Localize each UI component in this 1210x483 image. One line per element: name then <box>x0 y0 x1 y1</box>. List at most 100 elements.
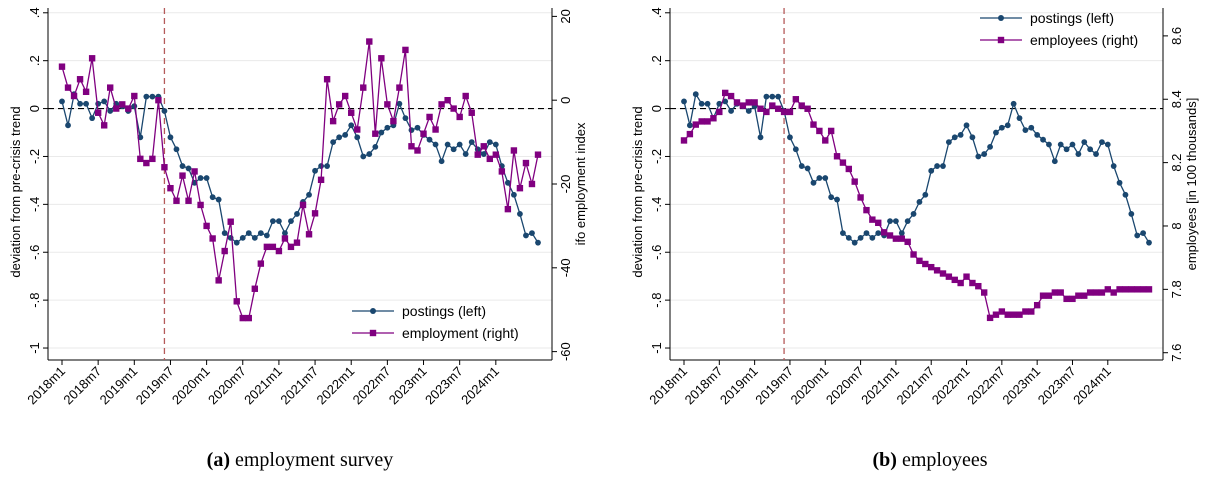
data-point <box>348 109 355 116</box>
data-point <box>816 127 823 135</box>
data-point <box>179 172 186 179</box>
y-left-tick-label: -.2 <box>649 149 664 164</box>
y-right-tick-label: -40 <box>558 258 573 277</box>
y-right-tick-label: 20 <box>558 9 573 23</box>
data-point <box>792 96 800 103</box>
data-point <box>185 197 192 204</box>
legend-label: employment (right) <box>402 325 519 341</box>
data-point <box>70 92 78 100</box>
data-point <box>239 314 246 322</box>
data-point <box>1034 132 1041 138</box>
data-point <box>875 230 882 236</box>
data-point <box>898 230 905 236</box>
data-point <box>101 98 108 105</box>
data-point <box>969 134 976 141</box>
data-point <box>390 117 397 125</box>
data-point <box>329 117 337 125</box>
data-point <box>1128 286 1135 293</box>
data-point <box>444 141 451 148</box>
data-point <box>681 98 687 105</box>
data-point <box>486 155 493 163</box>
data-point <box>173 197 180 204</box>
data-point <box>792 146 799 153</box>
data-point <box>269 218 276 225</box>
data-point <box>1022 127 1029 134</box>
data-point <box>378 55 385 62</box>
data-point <box>1039 292 1047 299</box>
data-point <box>981 151 988 157</box>
x-tick-label: 2018m1 <box>24 364 68 408</box>
x-tick-label: 2021m7 <box>277 364 321 408</box>
x-tick-label: 2021m1 <box>858 364 902 408</box>
data-point <box>245 314 252 322</box>
data-point <box>810 121 817 128</box>
legend-marker <box>998 15 1004 21</box>
y-right-tick-label: -20 <box>558 175 573 194</box>
data-point <box>89 115 96 122</box>
data-point <box>928 167 935 174</box>
data-point <box>1110 289 1117 296</box>
data-point <box>143 93 150 100</box>
data-point <box>904 238 911 246</box>
data-point <box>1051 158 1058 165</box>
data-point <box>898 235 905 242</box>
data-point <box>492 141 499 148</box>
data-point <box>155 96 162 104</box>
data-point <box>1122 286 1129 293</box>
data-point <box>414 147 421 154</box>
data-point <box>845 165 853 173</box>
x-tick-label: 2019m1 <box>717 364 761 408</box>
x-tick-label: 2023m1 <box>999 364 1043 408</box>
data-point <box>798 102 805 109</box>
data-point <box>992 311 1000 318</box>
y-right-tick-label: 0 <box>558 97 573 104</box>
data-point <box>239 234 246 241</box>
data-point <box>851 239 858 246</box>
data-point <box>215 196 222 203</box>
data-point <box>963 122 970 129</box>
data-point <box>916 199 923 205</box>
legend-label: postings (left) <box>402 303 486 319</box>
data-point <box>1016 311 1023 318</box>
chart-caption: (a) employment survey <box>207 449 394 471</box>
data-point <box>1116 286 1123 293</box>
data-point <box>1063 295 1070 303</box>
data-point <box>828 194 835 201</box>
data-point <box>354 134 361 141</box>
y-left-tick-label: .2 <box>27 55 42 66</box>
data-point <box>1099 139 1105 145</box>
y-right-tick-label: 8.6 <box>1169 27 1184 45</box>
data-point <box>810 179 817 186</box>
data-point <box>722 98 729 105</box>
data-point <box>957 279 964 287</box>
caption-text: employees <box>897 449 988 471</box>
series-postings <box>681 91 1152 246</box>
data-point <box>131 103 138 110</box>
data-point <box>1110 163 1117 169</box>
data-point <box>1093 151 1099 157</box>
data-point <box>698 100 705 107</box>
y-axis-right-title: ifo employment index <box>573 122 588 245</box>
x-tick-label: 2018m1 <box>646 364 690 408</box>
data-point <box>306 191 312 198</box>
data-point <box>191 168 198 175</box>
data-point <box>704 100 711 107</box>
data-point <box>341 92 349 100</box>
data-point <box>722 89 729 97</box>
y-right-tick-label: 7.6 <box>1169 344 1184 362</box>
data-point <box>161 108 168 114</box>
data-point <box>516 184 524 192</box>
data-point <box>335 101 343 108</box>
data-point <box>342 132 349 138</box>
data-point <box>957 132 964 138</box>
x-tick-label: 2020m7 <box>205 364 249 408</box>
data-point <box>904 218 911 225</box>
data-point <box>360 84 367 91</box>
data-point <box>1140 230 1147 236</box>
data-point <box>517 211 523 217</box>
data-point <box>287 243 295 251</box>
data-point <box>215 277 222 284</box>
x-tick-label: 2021m7 <box>894 364 938 408</box>
data-point <box>456 141 463 148</box>
data-point <box>294 211 300 217</box>
